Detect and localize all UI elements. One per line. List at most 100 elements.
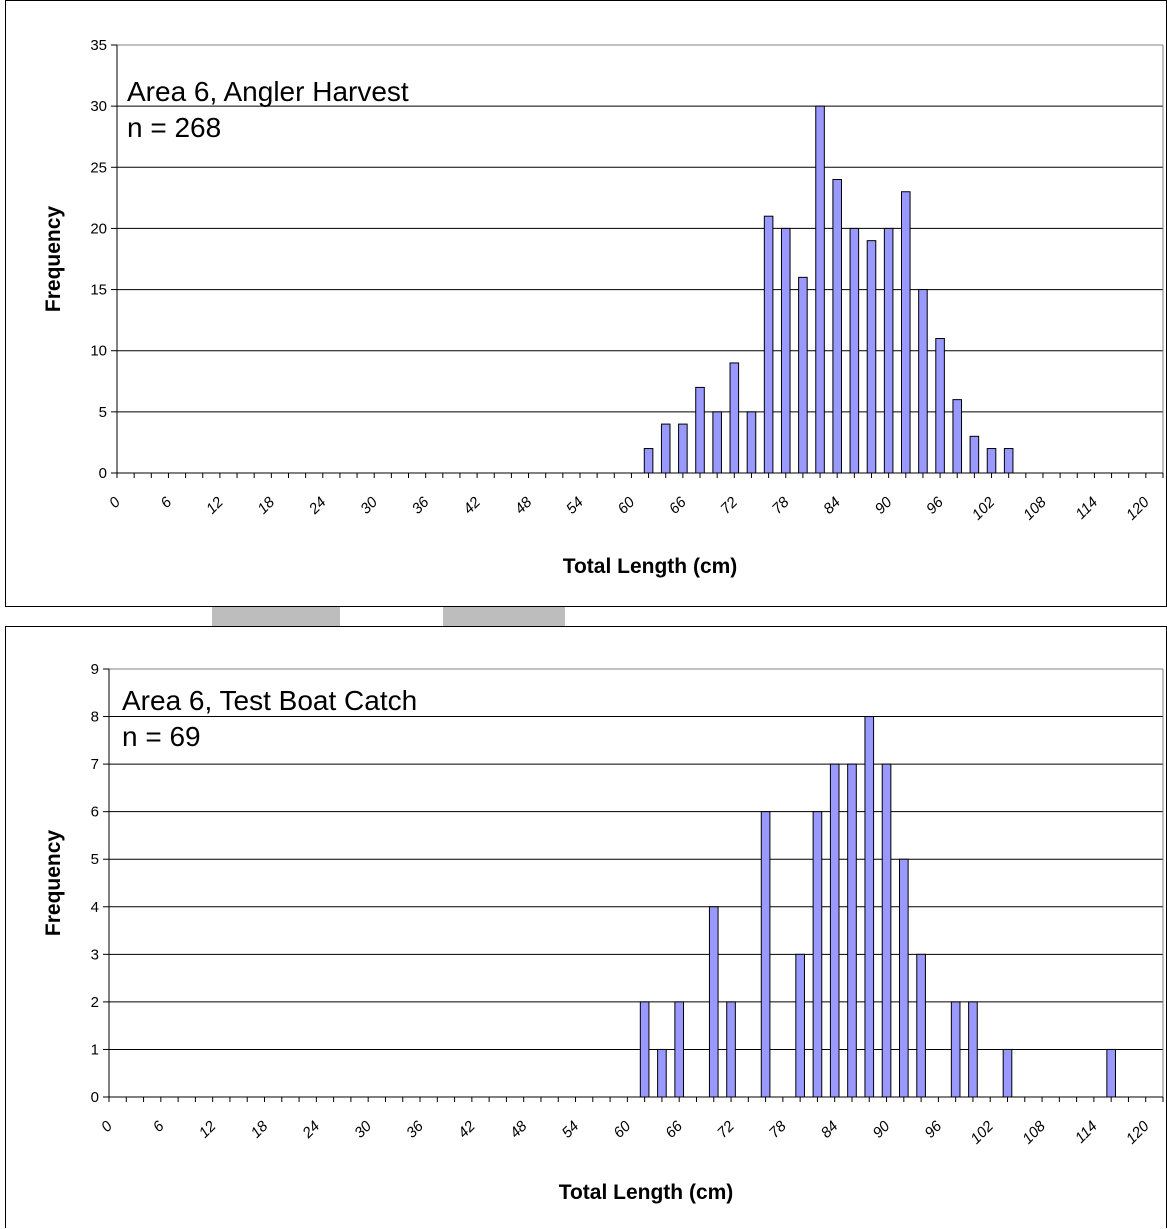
y-tick-label: 0 <box>91 1089 99 1106</box>
y-axis-title: Frequency <box>42 830 65 937</box>
bar <box>712 411 722 474</box>
x-tick-label: 18 <box>254 493 278 517</box>
bar <box>935 337 945 474</box>
x-tick-label: 24 <box>299 1118 324 1143</box>
x-tick-label: 90 <box>870 1117 894 1141</box>
bar <box>760 811 771 1098</box>
x-tick-label: 90 <box>872 493 896 517</box>
chart-angler-harvest: 0 5 10 15 20 25 30 35 0 6 12 18 24 30 36 42 48 54 60 66 72 78… <box>42 37 1164 578</box>
x-axis-title: Total Length (cm) <box>563 555 738 578</box>
y-tick-label: 35 <box>90 37 107 54</box>
x-tick-label: 24 <box>305 494 330 519</box>
y-tick-label: 7 <box>91 756 99 773</box>
x-tick-label: 30 <box>357 493 381 517</box>
x-tick-label: 42 <box>455 1117 479 1141</box>
x-tick-label: 12 <box>203 493 227 517</box>
chart-panel-angler-harvest: 0 5 10 15 20 25 30 35 0 6 12 18 24 30 36 42 48 54 60 66 72 78… <box>5 0 1167 607</box>
bar <box>901 191 911 474</box>
chart-annotation-title: Area 6, Test Boat Catch <box>122 685 417 716</box>
y-tick-label: 3 <box>91 946 99 963</box>
x-tick-label: 96 <box>923 493 947 517</box>
x-tick-label: 66 <box>666 493 690 517</box>
x-tick-label: 0 <box>98 1117 116 1135</box>
y-tick-label: 25 <box>90 159 107 176</box>
bar <box>657 1048 667 1098</box>
x-tick-label: 108 <box>1019 1117 1049 1147</box>
x-tick-label: 84 <box>820 494 844 518</box>
x-tick-label: 36 <box>409 493 433 517</box>
y-tick-label: 30 <box>90 98 107 115</box>
chart-annotation-count: n = 69 <box>122 721 201 752</box>
x-tick-label: 0 <box>106 493 124 511</box>
bar <box>899 858 909 1098</box>
x-tick-label: 84 <box>818 1118 842 1142</box>
y-tick-label: 8 <box>91 709 99 726</box>
bar <box>780 227 791 474</box>
chart-annotation-title: Area 6, Angler Harvest <box>127 76 409 107</box>
x-tick-label: 36 <box>403 1117 427 1141</box>
bar <box>847 763 857 1098</box>
y-axis-title: Frequency <box>42 206 65 313</box>
x-axis-title: Total Length (cm) <box>559 1181 734 1204</box>
y-tick-label: 10 <box>90 343 107 360</box>
x-tick-label: 6 <box>150 1117 168 1135</box>
x-tick-label: 120 <box>1123 1117 1153 1147</box>
x-tick-label: 120 <box>1123 493 1153 523</box>
y-tick-label: 2 <box>91 994 99 1011</box>
bar <box>864 716 875 1098</box>
bar <box>639 1001 650 1098</box>
bar <box>1003 448 1014 474</box>
x-tick-label: 102 <box>969 493 999 523</box>
bar <box>849 227 860 474</box>
bar <box>726 1001 736 1098</box>
bar <box>950 1001 961 1098</box>
x-tick-label: 54 <box>559 1118 583 1142</box>
y-tick-label: 0 <box>99 465 107 482</box>
bar <box>881 763 892 1098</box>
x-tick-label: 60 <box>610 1117 634 1141</box>
bar <box>1002 1048 1013 1098</box>
x-tick-label: 66 <box>662 1117 686 1141</box>
x-tick-label: 18 <box>248 1117 272 1141</box>
x-tick-label: 72 <box>717 493 741 517</box>
x-tick-label: 96 <box>921 1117 945 1141</box>
bar <box>832 179 842 474</box>
bar <box>916 953 926 1098</box>
y-tick-label: 9 <box>91 661 99 678</box>
decorative-band-right <box>443 607 565 626</box>
x-tick-label: 48 <box>512 493 536 517</box>
y-tick-label: 6 <box>91 804 99 821</box>
bar <box>695 386 705 474</box>
bar <box>674 1001 685 1098</box>
bar <box>815 105 825 474</box>
x-tick-label: 78 <box>769 493 793 517</box>
x-tick-label: 12 <box>196 1117 220 1141</box>
bar <box>708 906 719 1098</box>
bar <box>952 399 963 474</box>
x-tick-label: 30 <box>351 1117 375 1141</box>
bar <box>986 448 997 474</box>
bar <box>798 276 808 474</box>
bar <box>968 1001 978 1098</box>
bar <box>729 362 740 474</box>
y-tick-label: 5 <box>99 404 107 421</box>
x-tick-label: 72 <box>714 1117 738 1141</box>
bar <box>883 227 894 474</box>
decorative-band-left <box>212 607 340 626</box>
bar <box>763 215 774 474</box>
y-tick-label: 1 <box>91 1041 99 1058</box>
bar <box>746 411 757 474</box>
x-tick-label: 42 <box>460 493 484 517</box>
x-tick-label: 108 <box>1020 493 1050 523</box>
x-tick-label: 48 <box>507 1117 531 1141</box>
bar <box>678 423 688 474</box>
x-tick-label: 6 <box>157 493 175 511</box>
bar <box>829 763 840 1098</box>
x-tick-label: 114 <box>1072 1118 1101 1147</box>
bar <box>795 953 805 1098</box>
x-tick-label: 54 <box>563 494 587 518</box>
bar <box>918 289 928 474</box>
y-tick-label: 20 <box>90 220 107 237</box>
bar <box>660 423 671 474</box>
